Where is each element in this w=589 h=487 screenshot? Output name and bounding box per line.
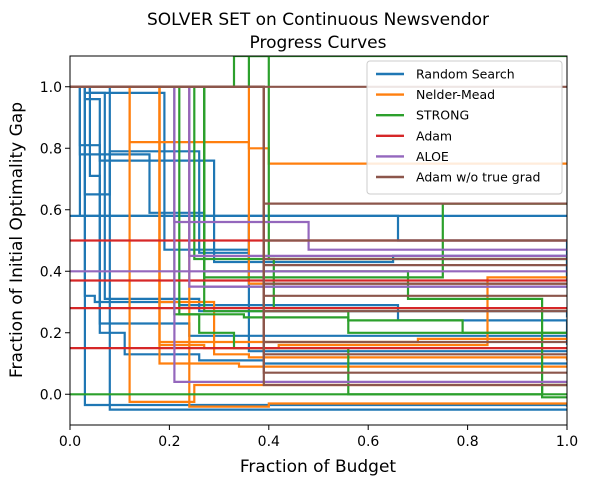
- y-tick-label: 0.2: [40, 326, 62, 342]
- y-axis-label: Fraction of Initial Optimality Gap: [7, 102, 27, 378]
- x-tick-label: 0.4: [258, 434, 280, 450]
- curve-line: [70, 85, 567, 387]
- legend: Random Search Nelder-Mead STRONG Adam ALOE Ad…: [366, 60, 563, 195]
- legend-label: Nelder-Mead: [416, 87, 495, 102]
- x-tick-label: 0.2: [158, 434, 180, 450]
- x-axis-ticks: 0.0 0.2 0.4 0.6 0.8 1.0: [59, 425, 578, 450]
- legend-label: ALOE: [416, 149, 449, 164]
- y-tick-label: 0.4: [40, 264, 62, 280]
- legend-label: Adam: [416, 128, 452, 143]
- x-axis-label: Fraction of Budget: [240, 457, 397, 477]
- x-tick-label: 1.0: [556, 434, 578, 450]
- y-axis-ticks: 0.0 0.2 0.4 0.6 0.8 1.0: [40, 80, 70, 403]
- legend-frame: [366, 60, 563, 195]
- x-tick-label: 0.6: [357, 434, 379, 450]
- chart-title-line-2: Progress Curves: [250, 33, 387, 53]
- y-tick-label: 1.0: [40, 80, 62, 96]
- legend-label: Random Search: [416, 67, 515, 82]
- chart-title-line-1: SOLVER SET on Continuous Newsvendor: [147, 10, 489, 30]
- y-tick-label: 0.0: [40, 387, 62, 403]
- legend-label: STRONG: [416, 108, 469, 123]
- y-tick-label: 0.8: [40, 141, 62, 157]
- legend-label: Adam w/o true grad: [416, 170, 540, 185]
- curve-line: [70, 85, 567, 407]
- y-tick-label: 0.6: [40, 203, 62, 219]
- x-tick-label: 0.8: [456, 434, 478, 450]
- x-tick-label: 0.0: [59, 434, 81, 450]
- curve-line: [70, 85, 567, 278]
- plot-frame: [69, 55, 568, 426]
- curve-line: [70, 85, 567, 368]
